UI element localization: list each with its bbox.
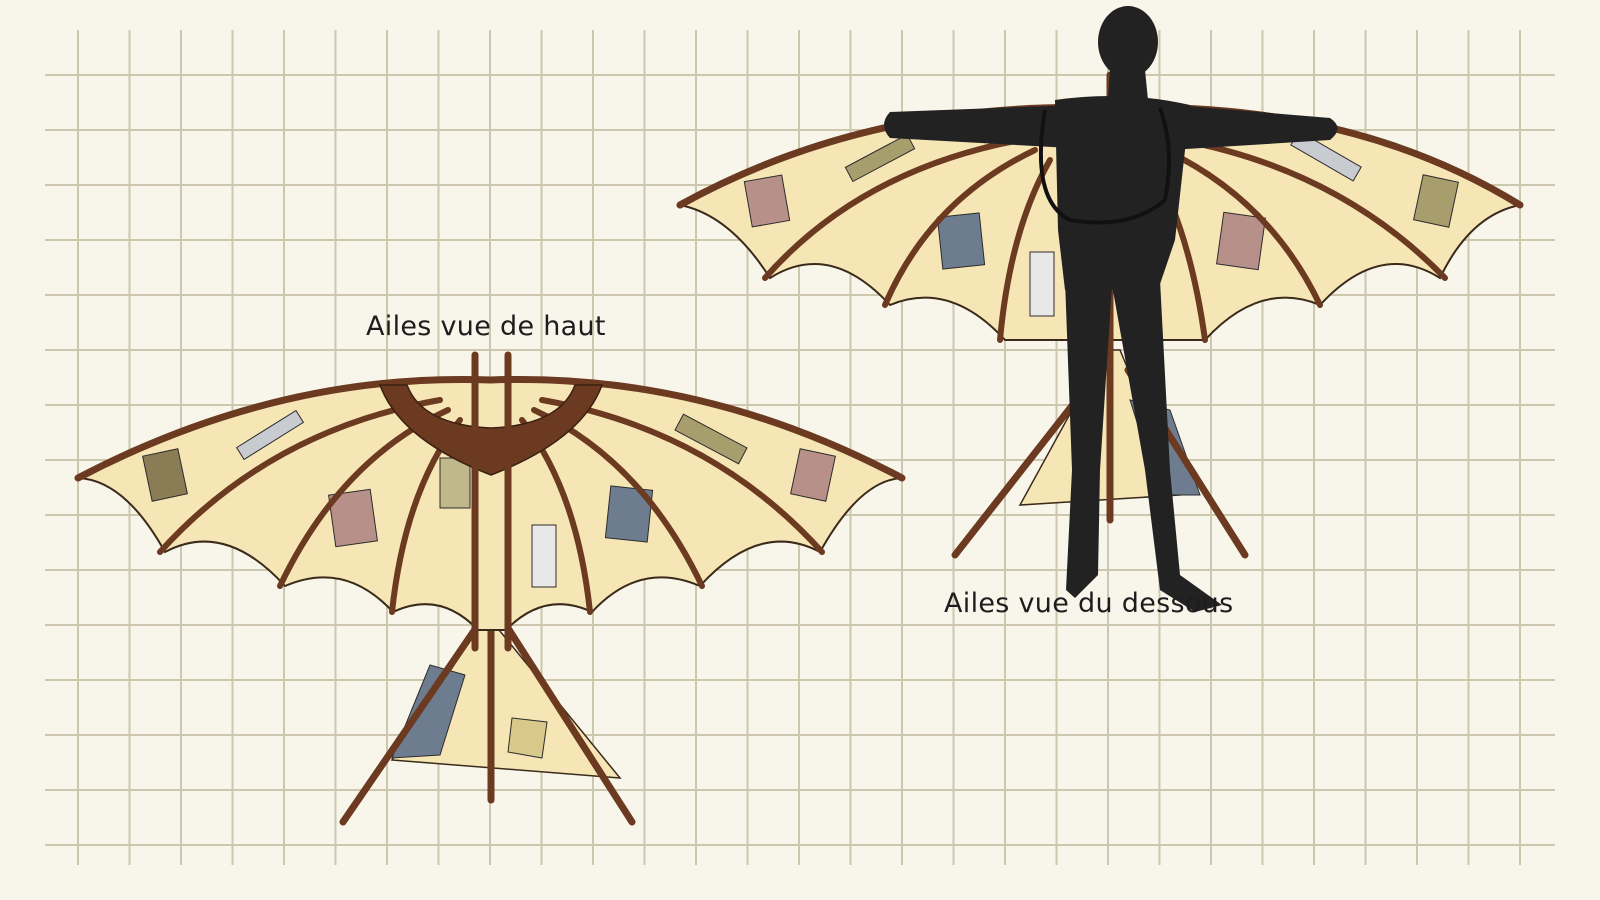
silhouette-arm-right <box>1170 105 1338 150</box>
top-view-label: Ailes vue de haut <box>366 311 606 342</box>
silhouette-neck <box>1108 70 1148 100</box>
tail-strut-left <box>339 621 482 826</box>
silhouette-leg-right <box>1112 280 1222 612</box>
under-view-wings <box>676 6 1524 612</box>
patch-rose <box>328 488 378 548</box>
tail-strut-right <box>502 621 636 826</box>
silhouette-torso <box>1055 96 1190 290</box>
patch-rose-right <box>790 448 836 502</box>
silhouette-arm-left <box>884 105 1075 148</box>
under-patch-rose-right <box>1216 211 1266 271</box>
under-view-label: Ailes vue du dessous <box>944 588 1234 619</box>
tail-patch-khaki <box>507 717 548 759</box>
silhouette-head <box>1098 6 1158 78</box>
patch-checked <box>142 448 188 502</box>
harness-straps <box>1038 107 1171 225</box>
under-patch-olive <box>844 133 916 183</box>
under-patch-rose <box>743 174 791 228</box>
wing-leading-edge <box>74 375 906 482</box>
patch-grey <box>235 409 305 461</box>
patch-khaki <box>439 457 471 509</box>
under-wing-ribs <box>762 137 1448 343</box>
top-view-wings <box>74 351 906 826</box>
patch-blue <box>604 485 654 543</box>
patch-olive <box>674 413 748 465</box>
central-yoke <box>378 384 604 476</box>
patch-stripes <box>531 524 557 588</box>
under-patch-stripes <box>1029 251 1055 317</box>
under-patch-khaki <box>1413 174 1459 228</box>
silhouette-leg-left <box>1065 280 1112 598</box>
wing-canvas <box>74 378 906 631</box>
person-silhouette <box>884 6 1338 612</box>
under-patch-blue <box>936 212 986 270</box>
